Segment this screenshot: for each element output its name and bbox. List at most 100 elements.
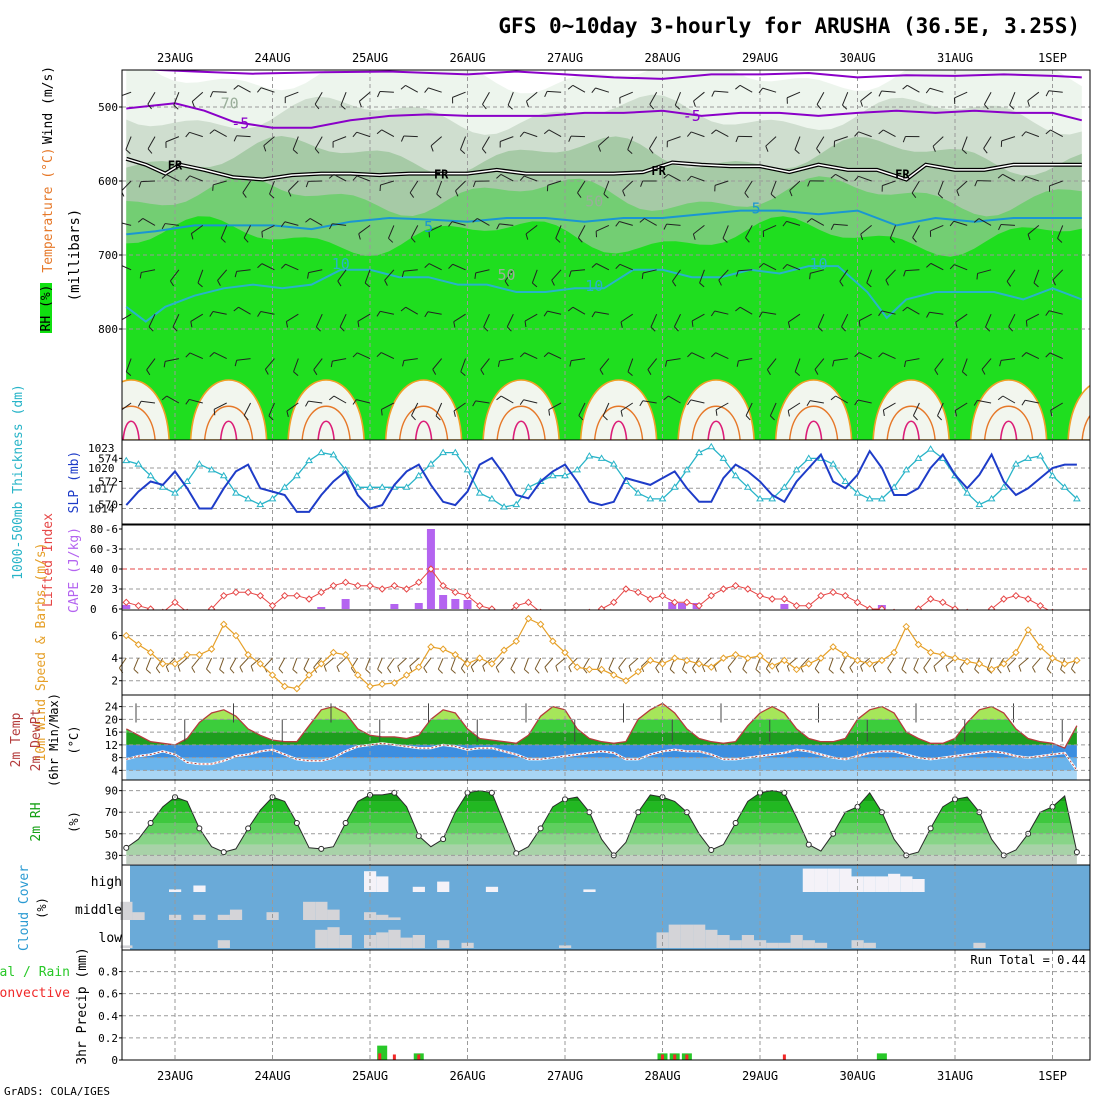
wind-speed-point [597, 665, 606, 674]
thickness-point [402, 483, 411, 490]
cloud-middle-bar [388, 917, 401, 920]
five-degree-contour [126, 209, 1082, 236]
thickness-point [1060, 483, 1069, 490]
temperature-plot-area [122, 695, 1090, 780]
wind-barb-shaft [881, 310, 896, 315]
precip-convective-bar [685, 1054, 689, 1060]
wind-barb [860, 225, 872, 241]
surface-wind-barb-flag [765, 668, 771, 674]
wind-barb [744, 180, 753, 198]
wind-barb [839, 269, 849, 287]
wind-barb-flag [330, 361, 333, 368]
wind-barb-flag [480, 369, 485, 376]
surface-wind-barb-flag [1006, 666, 1011, 673]
wind-barb-flag [925, 87, 931, 94]
surface-wind-barb-shaft [544, 657, 554, 668]
wind-barb-shaft [930, 224, 944, 232]
wind-barb-flag [985, 326, 991, 332]
wind-barb-flag [329, 395, 335, 401]
wind-barb [263, 136, 275, 152]
cloud-low-bar [217, 940, 230, 948]
wind-barb [807, 180, 824, 187]
surface-wind-barb-flag [628, 665, 632, 672]
wind-barb [497, 358, 514, 367]
wind-barb-shaft [453, 313, 466, 323]
wind-barb [885, 269, 896, 286]
wind-barb [1052, 269, 1064, 286]
lifted-index-point [475, 601, 484, 610]
thickness-tick-label: 570 [98, 499, 118, 512]
precip-convective-bar [673, 1054, 677, 1060]
wind-barb [430, 136, 442, 152]
wind-barb-shaft [500, 173, 514, 182]
wind-speed-point [805, 660, 813, 668]
surface-wind-barb [206, 657, 213, 674]
wind-barb [639, 218, 657, 226]
wind-barb-flag [766, 369, 771, 375]
wind-barb-shaft [572, 306, 586, 315]
wind-barb [693, 91, 705, 107]
wind-barb-shaft [548, 402, 562, 411]
wind-speed-point [756, 652, 764, 660]
wind-barb [650, 313, 658, 332]
wind-barb-shaft [599, 358, 610, 370]
wind-speed-point [500, 646, 508, 654]
wind-barb-flag [973, 400, 978, 406]
wind-barb [854, 131, 872, 138]
wind-barb-shaft [644, 218, 657, 226]
wind-barb-flag [401, 271, 405, 278]
wind-barb-flag [902, 136, 906, 143]
thickness-point [207, 465, 216, 473]
wind-barb-flag [213, 409, 216, 416]
freezing-level-contour-core [126, 158, 1082, 181]
wind-barb [934, 358, 944, 376]
chart-title: GFS 0~10day 3-hourly for ARUSHA (36.5E, … [498, 14, 1080, 38]
thickness-point [597, 454, 606, 461]
wind-barb-flag [640, 180, 644, 187]
thickness-point [853, 489, 862, 496]
wind-barb [384, 269, 395, 286]
wind-barb [627, 136, 634, 155]
wind-barb [997, 173, 1016, 182]
wind-barb-shaft [1002, 173, 1016, 182]
wind-speed-point [524, 614, 533, 623]
wind-speed-point [865, 660, 874, 668]
wind-barb [551, 269, 562, 286]
wind-barb-shaft [594, 311, 609, 315]
surface-wind-barb-flag [618, 667, 623, 674]
wind-barb [243, 225, 252, 243]
wind-barb-shaft [814, 358, 825, 370]
wind-barb-flag [902, 84, 908, 90]
wind-barb-shaft [142, 218, 156, 226]
wind-barb-flag [745, 415, 751, 421]
wind-barb [409, 180, 419, 198]
wind-barb-flag [954, 410, 957, 417]
contour-label: FR [434, 168, 449, 182]
wind-barb-shaft [308, 269, 323, 274]
wind-barb [902, 84, 920, 93]
thickness-point [439, 448, 448, 456]
wind-barb-flag [257, 263, 263, 269]
wind-barb [496, 395, 514, 404]
wind-barb-shaft [480, 358, 490, 370]
wind-barb [313, 358, 323, 376]
wind-barb-flag [400, 85, 406, 90]
wind-barb-shaft [596, 263, 610, 271]
wind-barb [955, 313, 968, 329]
wind-barb-flag [146, 369, 151, 376]
thickness-point [427, 460, 435, 467]
rh-point [708, 846, 715, 853]
surface-wind-barb-shaft [165, 657, 176, 667]
wind-barb-shaft [858, 175, 872, 182]
cloud-low-bar [327, 927, 340, 948]
rh-shade-band [126, 216, 1082, 440]
wind-barb-shaft [1027, 91, 1040, 102]
surface-wind-barb-shaft [628, 657, 639, 667]
wind-barb-shaft [1027, 225, 1040, 235]
temperature-tick-label: 20 [105, 713, 118, 726]
lifted-index-point [1000, 595, 1008, 603]
wind-barb-shaft [881, 90, 896, 93]
surface-wind-barb [582, 657, 590, 674]
wind-barb-flag [280, 221, 286, 227]
